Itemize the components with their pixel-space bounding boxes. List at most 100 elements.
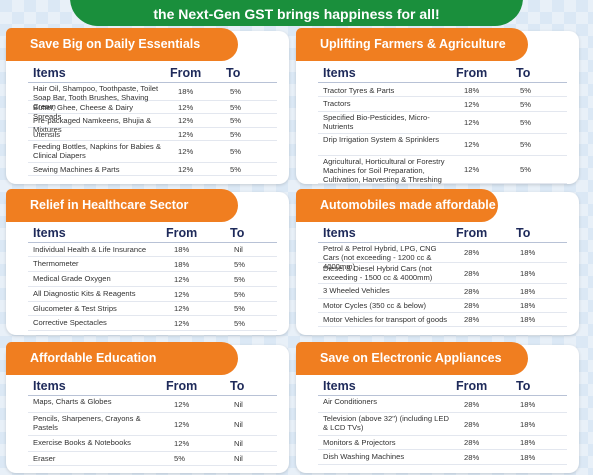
column-header-items: Items	[323, 66, 356, 80]
row-item: Tractor Tyres & Parts	[323, 86, 395, 95]
row-from-rate: 12%	[178, 164, 194, 174]
row-item: Tractors	[323, 99, 351, 108]
section-title: Save Big on Daily Essentials	[6, 28, 238, 61]
table-row: Exercise Books & Notebooks 12% Nil	[28, 436, 277, 452]
section-title: Uplifting Farmers & Agriculture	[296, 28, 528, 61]
table-row: Pencils, Sharpeners, Crayons & Pastels 12…	[28, 413, 277, 436]
row-item: Exercise Books & Notebooks	[33, 438, 131, 447]
section-title: Relief in Healthcare Sector	[6, 189, 238, 222]
row-item: 3 Wheeled Vehicles	[323, 286, 390, 295]
table-row: Dish Washing Machines 28% 18%	[318, 450, 567, 465]
headline-text: the Next-Gen GST brings happiness for al…	[153, 6, 440, 22]
table-row: Sewing Machines & Parts 12% 5%	[28, 163, 277, 176]
table-row: Hair Oil, Shampoo, Toothpaste, Toilet So…	[28, 83, 277, 111]
row-to-rate: 18%	[520, 268, 536, 278]
row-to-rate: 18%	[520, 419, 536, 429]
row-item: Monitors & Projectors	[323, 438, 396, 447]
row-from-rate: 18%	[174, 245, 190, 254]
row-item: Specified Bio-Pesticides, Micro-Nutrient…	[323, 113, 430, 131]
row-to-rate: 5%	[230, 102, 241, 112]
row-to-rate: Nil	[234, 419, 243, 429]
row-item: Dish Washing Machines	[323, 452, 405, 461]
table-row: Diesel & Diesel Hybrid Cars (not exceedi…	[318, 263, 567, 284]
row-to-rate: 5%	[520, 118, 531, 127]
table-row: Agricultural, Horticultural or Forestry …	[318, 156, 567, 184]
column-header-items: Items	[323, 226, 356, 240]
row-from-rate: 28%	[464, 268, 480, 278]
table-row: Pre-packaged Namkeens, Bhujia & Mixtures…	[28, 114, 277, 134]
row-item: Pencils, Sharpeners, Crayons & Pastels	[33, 414, 141, 432]
row-item: Hair Oil, Shampoo, Toothpaste, Toilet So…	[33, 84, 159, 111]
row-to-rate: 5%	[520, 99, 531, 109]
table-body: Air Conditioners 28% 18% Television (above …	[318, 396, 567, 465]
row-to-rate: 5%	[230, 116, 241, 125]
row-item: Petrol & Petrol Hybrid, LPG, CNG Cars (n…	[323, 244, 437, 271]
row-item: All Diagnostic Kits & Reagents	[33, 289, 136, 298]
row-to-rate: Nil	[234, 399, 243, 409]
row-to-rate: 18%	[520, 248, 536, 257]
section-card: Relief in Healthcare Sector Items From To In…	[6, 189, 289, 335]
row-to-rate: 5%	[234, 318, 245, 328]
table-header: Items From To	[318, 226, 567, 243]
column-header-to: To	[226, 66, 241, 80]
row-from-rate: 12%	[464, 140, 480, 149]
row-from-rate: 12%	[174, 439, 190, 448]
row-to-rate: 18%	[520, 438, 536, 447]
table-row: Tractors 12% 5%	[318, 97, 567, 112]
table-body: Petrol & Petrol Hybrid, LPG, CNG Cars (n…	[318, 243, 567, 327]
section-card: Save Big on Daily Essentials Items From To H…	[6, 28, 289, 184]
column-header-to: To	[230, 379, 245, 393]
row-from-rate: 28%	[464, 438, 480, 447]
table-body: Tractor Tyres & Parts 18% 5% Tractors 12% 5% S…	[318, 84, 567, 184]
row-item: Television (above 32") (including LED & …	[323, 414, 449, 432]
column-header-to: To	[516, 226, 531, 240]
table-body: Maps, Charts & Globes 12% Nil Pencils, Shar…	[28, 396, 277, 466]
row-to-rate: 5%	[520, 85, 531, 95]
row-item: Eraser	[33, 454, 56, 463]
row-from-rate: 12%	[464, 165, 480, 174]
row-item: Air Conditioners	[323, 397, 378, 406]
table-row: All Diagnostic Kits & Reagents 12% 5%	[28, 287, 277, 302]
section-card: Automobiles made affordable Items From To Pe…	[296, 189, 579, 335]
row-item: Utensils	[33, 130, 61, 139]
table-row: Corrective Spectacles 12% 5%	[28, 316, 277, 331]
row-from-rate: 12%	[174, 399, 190, 409]
row-from-rate: 12%	[178, 116, 194, 125]
row-from-rate: 12%	[174, 419, 190, 429]
row-item: Individual Health & Life Insurance	[33, 245, 147, 254]
row-item: Motor Cycles (350 cc & below)	[323, 301, 426, 310]
table-row: Air Conditioners 28% 18%	[318, 396, 567, 413]
row-to-rate: 5%	[230, 87, 241, 96]
row-to-rate: 18%	[520, 286, 536, 296]
row-from-rate: 28%	[464, 301, 480, 310]
row-from-rate: 18%	[464, 85, 480, 95]
column-header-from: From	[170, 66, 202, 80]
table-row: Motor Vehicles for transport of goods 28%…	[318, 313, 567, 327]
row-to-rate: Nil	[234, 245, 243, 254]
row-item: Glucometer & Test Strips	[33, 304, 117, 313]
table-row: Specified Bio-Pesticides, Micro-Nutrient…	[318, 112, 567, 134]
column-header-from: From	[166, 226, 198, 240]
row-item: Agricultural, Horticultural or Forestry …	[323, 157, 445, 184]
row-to-rate: Nil	[234, 454, 243, 463]
row-from-rate: 18%	[178, 87, 194, 96]
row-from-rate: 28%	[464, 286, 480, 296]
table-row: Thermometer 18% 5%	[28, 257, 277, 272]
table-row: Monitors & Projectors 28% 18%	[318, 436, 567, 450]
column-header-to: To	[230, 226, 245, 240]
row-to-rate: 5%	[520, 140, 531, 149]
row-to-rate: 5%	[230, 164, 241, 174]
row-from-rate: 28%	[464, 248, 480, 257]
section-title: Automobiles made affordable	[296, 189, 498, 222]
table-row: Medical Grade Oxygen 12% 5%	[28, 272, 277, 287]
row-item: Drip Irrigation System & Sprinklers	[323, 135, 440, 144]
table-row: Eraser 5% Nil	[28, 452, 277, 466]
column-header-items: Items	[33, 66, 66, 80]
row-item: Corrective Spectacles	[33, 318, 107, 327]
column-header-to: To	[516, 66, 531, 80]
table-header: Items From To	[318, 379, 567, 396]
table-row: 3 Wheeled Vehicles 28% 18%	[318, 284, 567, 299]
table-body: Hair Oil, Shampoo, Toothpaste, Toilet So…	[28, 83, 277, 176]
table-row: Drip Irrigation System & Sprinklers 12% 5%	[318, 134, 567, 156]
table-header: Items From To	[318, 66, 567, 83]
